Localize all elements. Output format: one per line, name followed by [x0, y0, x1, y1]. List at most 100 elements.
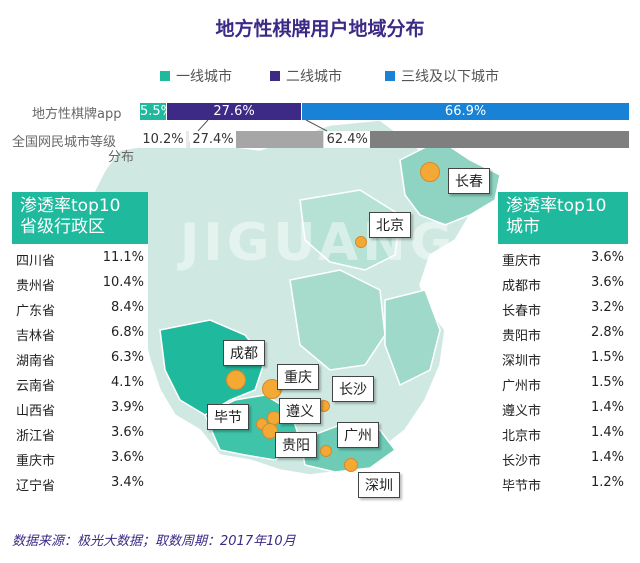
city-panel-title-1: 渗透率top10 — [506, 196, 607, 216]
city-name: 长春市 — [502, 304, 542, 319]
city-value: 3.2% — [590, 300, 624, 315]
province-value: 6.3% — [110, 350, 144, 365]
city-dot-guiyang — [262, 423, 278, 439]
province-name: 浙江省 — [16, 429, 56, 444]
map-north — [299, 189, 401, 271]
city-value: 1.4% — [590, 425, 624, 440]
city-value: 3.6% — [590, 275, 624, 290]
app-bar-segment — [140, 103, 166, 120]
bar-label-national: 全国网民城市等级 — [12, 135, 117, 150]
map-east — [384, 289, 441, 387]
province-name: 云南省 — [16, 379, 56, 394]
city-value: 1.4% — [590, 400, 624, 415]
province-name: 湖南省 — [16, 354, 56, 369]
city-panel-title-2: 城市 — [506, 217, 540, 237]
province-row: 浙江省 3.6% — [16, 425, 144, 445]
city-label-shenzhen: 深圳 — [358, 472, 400, 498]
province-panel-title-1: 渗透率top10 — [20, 196, 121, 216]
city-label-zunyi: 遵义 — [279, 398, 321, 424]
national-bar-value-label: 27.4% — [189, 131, 236, 148]
city-dot-changchun — [420, 162, 440, 182]
city-value: 1.5% — [590, 350, 624, 365]
city-name: 贵阳市 — [502, 329, 542, 344]
city-value: 2.8% — [590, 325, 624, 340]
map-central — [289, 269, 386, 371]
city-name: 遵义市 — [502, 404, 542, 419]
province-name: 山西省 — [16, 404, 56, 419]
app-bar-value-label: 5.5% — [140, 104, 174, 119]
city-row: 长春市 3.2% — [502, 300, 624, 320]
city-row: 广州市 1.5% — [502, 375, 624, 395]
city-label-guangzhou: 广州 — [337, 422, 379, 448]
province-name: 广东省 — [16, 304, 56, 319]
city-name: 重庆市 — [502, 254, 542, 269]
city-row: 成都市 3.6% — [502, 275, 624, 295]
city-label-chongqing: 重庆 — [277, 364, 319, 390]
province-row: 广东省 8.4% — [16, 300, 144, 320]
city-label-bijie: 毕节 — [207, 404, 249, 430]
province-panel-title-2: 省级行政区 — [20, 217, 105, 237]
legend-item-tier2: 二线城市 — [270, 66, 342, 86]
province-row: 吉林省 6.8% — [16, 325, 144, 345]
city-panel-header: 渗透率top10 城市 — [498, 192, 628, 244]
province-value: 3.9% — [110, 400, 144, 415]
national-bar-segment — [324, 131, 629, 148]
city-dot-beijing — [355, 236, 367, 248]
legend-item-tier3: 三线及以下城市 — [385, 66, 499, 86]
city-label-chengdu: 成都 — [223, 340, 265, 366]
city-row: 遵义市 1.4% — [502, 400, 624, 420]
city-name: 北京市 — [502, 429, 542, 444]
legend-swatch — [270, 71, 280, 81]
city-label-changsha: 长沙 — [332, 376, 374, 402]
city-value: 1.5% — [590, 375, 624, 390]
province-value: 11.1% — [102, 250, 144, 265]
city-value: 3.6% — [590, 250, 624, 265]
legend-label: 一线城市 — [176, 69, 232, 85]
province-panel-header: 渗透率top10 省级行政区 — [12, 192, 148, 244]
city-value: 1.4% — [590, 450, 624, 465]
city-label-guiyang: 贵阳 — [275, 432, 317, 458]
app-bar-value-label: 27.6% — [213, 104, 255, 119]
province-value: 3.4% — [110, 475, 144, 490]
city-name: 成都市 — [502, 279, 542, 294]
province-row: 云南省 4.1% — [16, 375, 144, 395]
province-value: 10.4% — [102, 275, 144, 290]
national-bar-value-label: 62.4% — [324, 131, 371, 148]
app-bar-segment — [166, 103, 302, 120]
city-row: 毕节市 1.2% — [502, 475, 624, 495]
province-name: 吉林省 — [16, 329, 56, 344]
app-bar-segment — [302, 103, 629, 120]
province-name: 四川省 — [16, 254, 56, 269]
source-note: 数据来源：极光大数据；取数周期：2017年10月 — [12, 534, 296, 549]
chart-title: 地方性棋牌用户地域分布 — [215, 18, 425, 40]
city-name: 广州市 — [502, 379, 542, 394]
province-value: 4.1% — [110, 375, 144, 390]
legend-label: 三线及以下城市 — [401, 69, 499, 85]
legend-item-tier1: 一线城市 — [160, 66, 232, 86]
national-bar-value-label: 10.2% — [140, 131, 186, 148]
city-dot-shenzhen — [344, 458, 358, 472]
legend-label: 二线城市 — [286, 69, 342, 85]
city-panel: 渗透率top10 城市 重庆市 3.6% 成都市 3.6% 长春市 3.2% 贵阳市 2.8%… — [498, 192, 628, 502]
city-row: 长沙市 1.4% — [502, 450, 624, 470]
province-row: 贵州省 10.4% — [16, 275, 144, 295]
app-bar-value-label: 66.9% — [444, 104, 487, 119]
city-name: 毕节市 — [502, 479, 542, 494]
city-row: 深圳市 1.5% — [502, 350, 624, 370]
province-value: 6.8% — [110, 325, 144, 340]
city-label-changchun: 长春 — [448, 168, 490, 194]
bar-label-national-2: 分布 — [108, 150, 135, 165]
province-row: 山西省 3.9% — [16, 400, 144, 420]
city-value: 1.2% — [590, 475, 624, 490]
city-row: 重庆市 3.6% — [502, 250, 624, 270]
province-row: 湖南省 6.3% — [16, 350, 144, 370]
city-dot-guangzhou — [320, 445, 332, 457]
province-row: 四川省 11.1% — [16, 250, 144, 270]
city-name: 深圳市 — [502, 354, 542, 369]
province-value: 3.6% — [110, 450, 144, 465]
city-dot-chengdu — [226, 370, 246, 390]
province-name: 重庆市 — [16, 454, 56, 469]
legend-swatch — [385, 71, 395, 81]
province-value: 3.6% — [110, 425, 144, 440]
